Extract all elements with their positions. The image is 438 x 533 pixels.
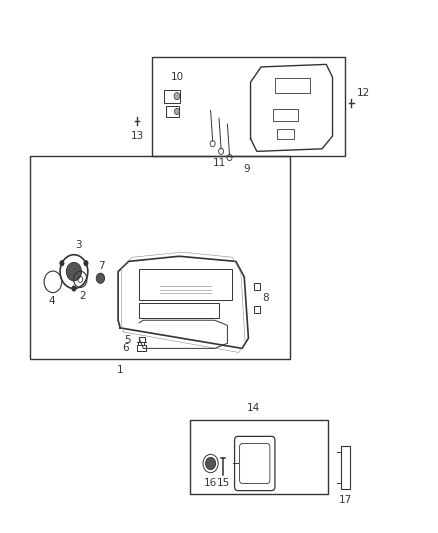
Circle shape	[60, 260, 64, 266]
Bar	[164, 90, 180, 103]
Bar	[139, 269, 232, 300]
Circle shape	[174, 93, 180, 100]
Bar	[341, 446, 350, 489]
Bar	[254, 283, 260, 289]
Text: 8: 8	[263, 293, 269, 303]
Text: 3: 3	[75, 240, 81, 250]
Text: 10: 10	[170, 72, 184, 82]
Text: 4: 4	[49, 296, 55, 305]
Text: 7: 7	[98, 261, 105, 271]
Bar	[137, 345, 146, 351]
Text: 2: 2	[79, 290, 86, 301]
Circle shape	[83, 260, 88, 266]
Circle shape	[96, 273, 105, 284]
Text: 12: 12	[357, 87, 370, 98]
Bar	[190, 420, 328, 494]
Bar	[277, 130, 293, 139]
Text: 15: 15	[216, 478, 230, 488]
Circle shape	[71, 286, 77, 292]
Text: 5: 5	[124, 335, 131, 345]
Bar	[272, 109, 298, 120]
Bar	[152, 56, 345, 157]
Bar	[275, 78, 311, 93]
Circle shape	[67, 262, 81, 281]
Circle shape	[174, 108, 180, 115]
Text: 9: 9	[243, 164, 250, 174]
Bar	[139, 337, 145, 342]
Bar	[254, 306, 260, 312]
Text: 17: 17	[339, 495, 352, 505]
Text: 16: 16	[204, 478, 217, 488]
Bar	[30, 157, 290, 359]
Text: 6: 6	[122, 343, 129, 353]
Bar	[166, 106, 179, 117]
Bar	[139, 303, 219, 318]
Circle shape	[205, 457, 215, 470]
Text: 11: 11	[212, 158, 226, 168]
Text: 14: 14	[247, 403, 260, 414]
Text: 13: 13	[131, 131, 144, 141]
Text: 1: 1	[117, 365, 124, 375]
